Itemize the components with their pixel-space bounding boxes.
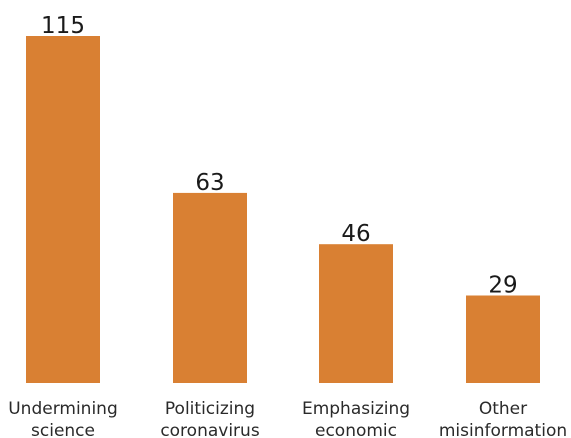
category-label-line: Politicizing <box>165 399 255 419</box>
bar-1 <box>173 192 247 383</box>
bar-value-label-2: 46 <box>341 221 370 247</box>
category-label-line: coronavirus <box>160 421 260 438</box>
category-label-line: Undermining <box>8 399 118 419</box>
bar-3 <box>466 295 540 383</box>
bar-2 <box>319 244 393 383</box>
category-label-line: economic <box>315 421 397 438</box>
bar-0 <box>26 36 100 383</box>
category-label-line: misinformation <box>439 421 567 438</box>
category-labels-layer: Undermining science Politicizing coronaviru… <box>8 399 567 438</box>
bar-value-label-1: 63 <box>195 170 224 196</box>
category-label-line: Emphasizing <box>302 399 410 419</box>
value-labels-layer: 115 63 46 29 <box>41 13 518 298</box>
category-label-3: Other misinformation <box>439 399 567 438</box>
bars-layer <box>26 36 540 383</box>
category-label-line: science <box>31 421 95 438</box>
category-label-0: Undermining science <box>8 399 118 438</box>
bar-value-label-0: 115 <box>41 13 85 39</box>
category-label-1: Politicizing coronavirus <box>160 399 260 438</box>
category-label-2: Emphasizing economic <box>302 399 410 438</box>
category-label-line: Other <box>479 399 527 419</box>
bar-value-label-3: 29 <box>488 272 517 298</box>
